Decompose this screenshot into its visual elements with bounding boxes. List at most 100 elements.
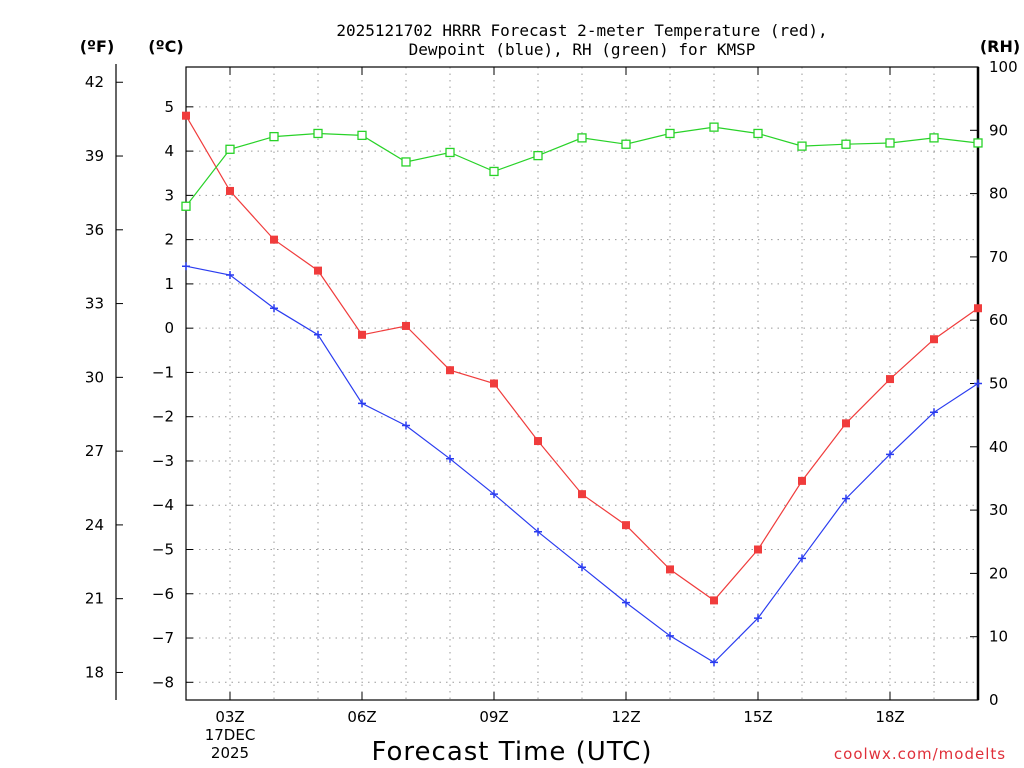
x-tick-label: 09Z (479, 708, 508, 726)
fahrenheit-tick-label: 36 (85, 221, 104, 239)
celsius-tick-label: −7 (152, 629, 174, 647)
celsius-tick-label: 4 (164, 142, 174, 160)
temperature-point (182, 111, 190, 120)
fahrenheit-tick-label: 42 (85, 73, 104, 91)
rh-point (797, 141, 807, 151)
rh-point (929, 133, 939, 143)
dewpoint-point (754, 614, 762, 623)
dewpoint-point (578, 563, 586, 572)
x-tick-year-label: 2025 (211, 744, 249, 762)
celsius-tick-label: 1 (164, 275, 174, 293)
temperature-point (666, 565, 674, 574)
rh-tick-label: 10 (989, 628, 1008, 646)
rh-point (225, 144, 235, 154)
fahrenheit-unit-label: (ºF) (80, 37, 115, 56)
temperature-point (974, 304, 982, 313)
x-tick-label: 15Z (743, 708, 772, 726)
celsius-tick-label: 0 (164, 319, 174, 337)
temperature-point (886, 375, 894, 384)
rh-point (753, 128, 763, 139)
dewpoint-point (886, 450, 894, 459)
x-tick-label: 12Z (611, 708, 640, 726)
rh-point (401, 157, 411, 167)
rh-point (313, 128, 323, 139)
temperature-point (446, 366, 454, 375)
x-tick-date-label: 17DEC (205, 726, 256, 744)
temperature-point (842, 419, 850, 428)
rh-tick-label: 30 (989, 501, 1008, 519)
data-series (181, 111, 983, 667)
grid-lines (186, 67, 978, 700)
rh-tick-label: 70 (989, 248, 1008, 266)
celsius-unit-label: (ºC) (148, 37, 183, 56)
rh-point (709, 122, 719, 132)
rh-point (841, 139, 851, 149)
dewpoint-point (226, 271, 234, 280)
temperature-point (710, 596, 718, 605)
dewpoint-point (710, 658, 718, 667)
rh-point (533, 150, 543, 161)
temperature-point (226, 186, 234, 195)
rh-tick-label: 0 (989, 691, 999, 709)
fahrenheit-tick-label: 30 (85, 368, 104, 386)
dewpoint-point (622, 598, 630, 607)
dewpoint-point (842, 494, 850, 503)
temperature-point (578, 490, 586, 499)
rh-point (357, 130, 367, 141)
axes (115, 64, 980, 701)
dewpoint-point (314, 330, 322, 339)
x-axis-label: Forecast Time (UTC) (371, 737, 652, 767)
rh-tick-label: 50 (989, 375, 1008, 393)
dewpoint-point (798, 554, 806, 563)
celsius-tick-label: −4 (152, 496, 174, 514)
rh-tick-label: 80 (989, 185, 1008, 203)
rh-tick-label: 90 (989, 121, 1008, 139)
temperature-point (754, 545, 762, 554)
dewpoint-point (270, 304, 278, 313)
rh-point (489, 166, 499, 177)
rh-point (269, 131, 279, 142)
temperature-point (402, 321, 410, 330)
dewpoint-point (182, 262, 190, 271)
celsius-tick-label: −8 (152, 673, 174, 691)
rh-tick-label: 60 (989, 311, 1008, 329)
celsius-tick-label: −3 (152, 452, 174, 470)
dewpoint-point (446, 454, 454, 463)
dewpoint-point (358, 399, 366, 408)
chart-title-line-2: Dewpoint (blue), RH (green) for KMSP (409, 40, 756, 59)
credit-text: coolwx.com/modelts (834, 745, 1006, 763)
celsius-tick-label: 2 (164, 231, 174, 249)
plot-frame (185, 66, 979, 701)
chart-title-line-1: 2025121702 HRRR Forecast 2-meter Tempera… (336, 21, 827, 40)
dewpoint-point (490, 490, 498, 499)
celsius-tick-label: −2 (152, 408, 174, 426)
rh-point (577, 133, 587, 143)
fahrenheit-tick-label: 18 (85, 663, 104, 681)
celsius-tick-label: 5 (164, 98, 174, 116)
rh-tick-label: 20 (989, 564, 1008, 582)
fahrenheit-tick-label: 24 (85, 516, 104, 534)
x-tick-label: 06Z (347, 708, 376, 726)
celsius-tick-label: −6 (152, 585, 174, 603)
x-tick-label: 18Z (875, 708, 904, 726)
rh-point (885, 138, 895, 148)
rh-point (445, 147, 455, 158)
celsius-tick-label: −1 (152, 363, 174, 381)
rh-point (973, 138, 983, 148)
celsius-tick-label: −5 (152, 540, 174, 558)
temperature-point (358, 330, 366, 339)
temperature-point (314, 266, 322, 275)
temperature-point (270, 235, 278, 244)
temperature-point (490, 379, 498, 388)
x-tick-label: 03Z (215, 708, 244, 726)
temperature-point (930, 335, 938, 344)
fahrenheit-tick-label: 27 (85, 442, 104, 460)
tick-labels: 543210−1−2−3−4−5−6−7−8423936333027242118… (85, 58, 1018, 762)
fahrenheit-tick-label: 21 (85, 590, 104, 608)
temperature-point (534, 437, 542, 446)
celsius-tick-label: 3 (164, 186, 174, 204)
temperature-point (798, 476, 806, 485)
dewpoint-point (974, 379, 982, 388)
fahrenheit-tick-label: 33 (85, 295, 104, 313)
